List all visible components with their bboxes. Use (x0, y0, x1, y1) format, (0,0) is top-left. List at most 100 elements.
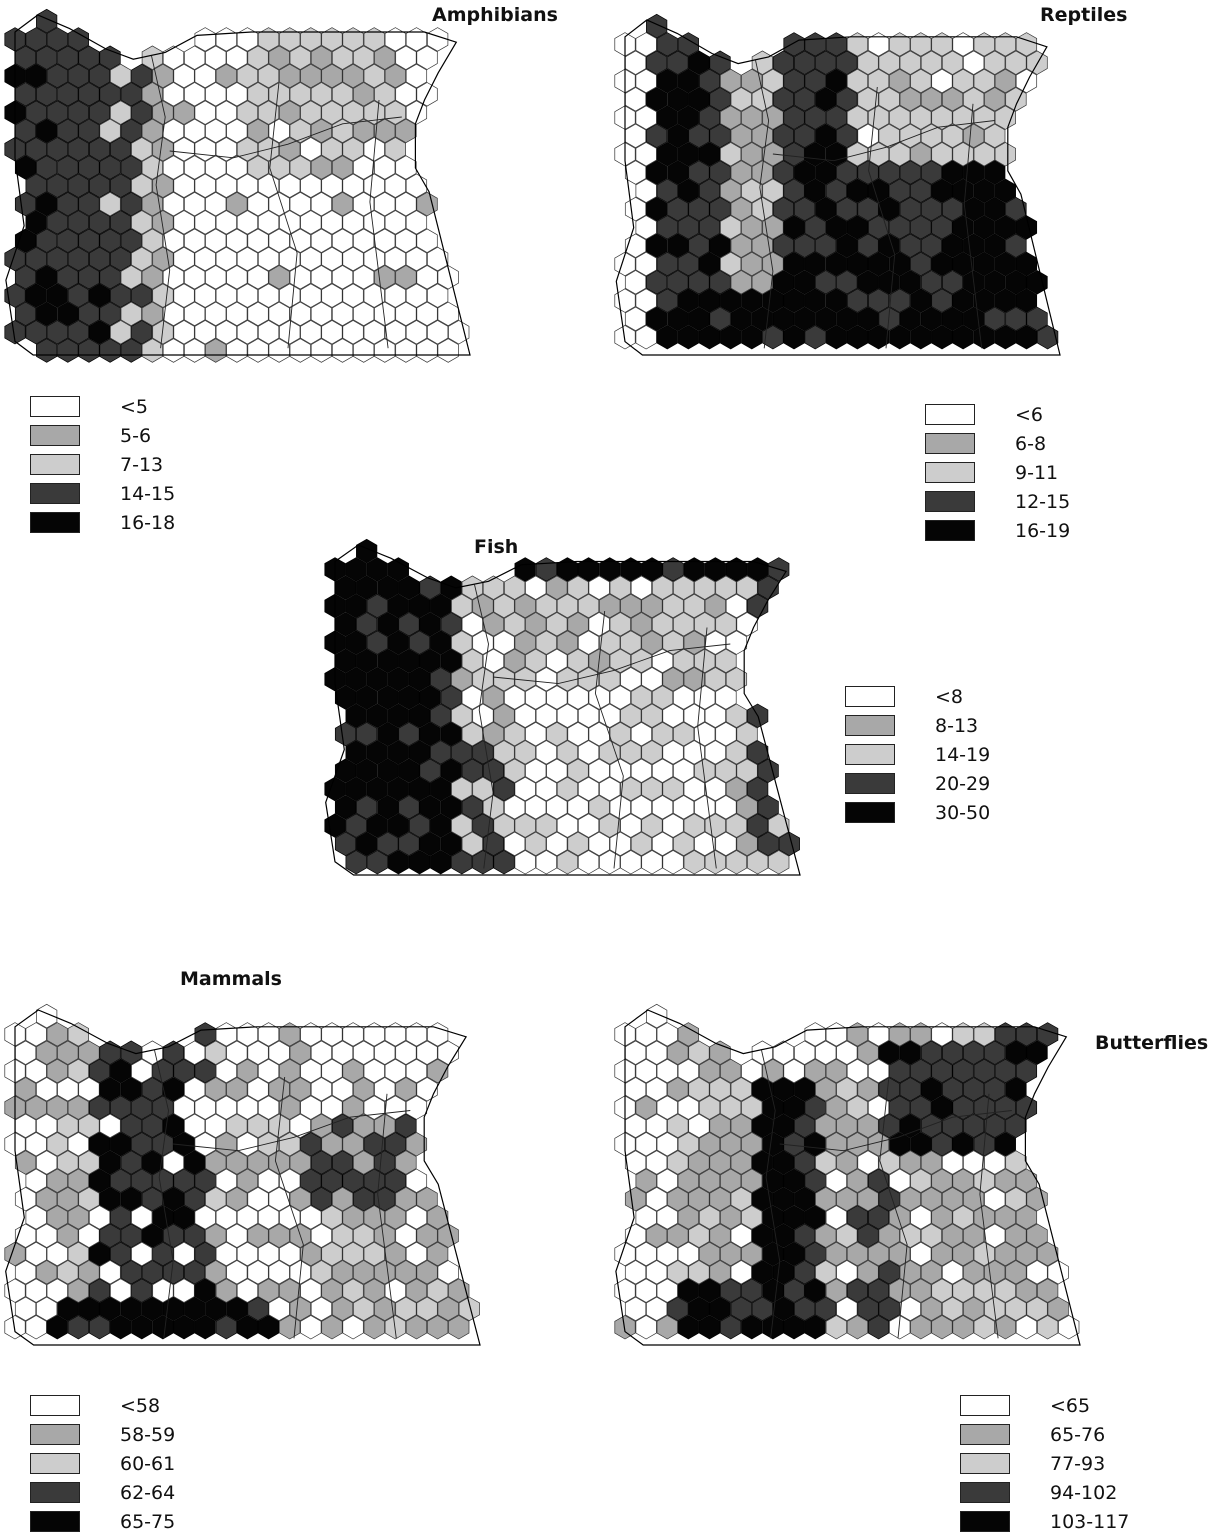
hex-cell (356, 612, 378, 637)
hex-cell (110, 1278, 132, 1303)
hex-cell (482, 648, 505, 674)
hex-cell (688, 233, 710, 258)
hex-cell (247, 301, 269, 327)
hex-cell (67, 1022, 89, 1047)
hex-cell (88, 1058, 111, 1084)
hex-cell (698, 215, 721, 240)
hex-cell (377, 758, 399, 783)
hex-cell (772, 160, 795, 185)
hex-cell (131, 1058, 153, 1084)
hex-cell (920, 1186, 942, 1212)
legend-label: <5 (120, 395, 149, 418)
hex-cell (677, 178, 699, 204)
hex-cell (184, 1150, 206, 1175)
hex-cell (25, 1168, 47, 1194)
hex-cell (236, 1058, 259, 1084)
hex-cell (405, 1168, 428, 1194)
hex-cell (846, 1278, 869, 1303)
hex-cell (408, 813, 431, 838)
hex-cell (836, 306, 858, 332)
hex-cell (236, 136, 259, 162)
hex-cell (910, 251, 932, 277)
hex-cell (857, 50, 879, 75)
hex-cell (741, 1241, 763, 1267)
hex-cell (804, 1131, 826, 1157)
hex-cell (384, 1205, 406, 1230)
hex-cell (99, 82, 121, 107)
hex-cell (268, 1150, 290, 1175)
hex-cell (514, 813, 536, 838)
hex-cell (152, 210, 174, 235)
hex-cell (762, 1241, 784, 1267)
hex-cell (815, 1296, 837, 1322)
hex-cell (920, 1223, 942, 1248)
amphibians-hex-map (4, 8, 471, 363)
hex-cell (920, 50, 942, 75)
hex-cell (46, 1058, 68, 1084)
hex-cell (762, 68, 784, 94)
hex-cell (783, 288, 805, 313)
hex-cell (437, 1260, 459, 1285)
hex-cell (694, 575, 716, 600)
hex-cell (419, 795, 441, 820)
hex-cell (931, 1095, 953, 1120)
legend-item: <58 (30, 1391, 175, 1420)
legend-swatch (960, 1395, 1010, 1416)
hex-cell (205, 301, 227, 327)
hex-cell (321, 1168, 343, 1194)
hex-cell (698, 251, 721, 277)
hex-cell (1005, 1186, 1027, 1212)
hex-cell (405, 1205, 428, 1230)
hex-cell (635, 288, 657, 313)
hex-cell (363, 1314, 385, 1340)
hex-cell (78, 338, 100, 363)
hex-cell (374, 1296, 396, 1322)
hex-cell (514, 593, 536, 619)
hex-cell (783, 1095, 805, 1120)
hex-cell (184, 82, 206, 107)
hex-cell (910, 178, 932, 204)
hex-cell (715, 685, 737, 710)
hex-cell (772, 270, 795, 295)
hex-cell (1005, 1150, 1027, 1175)
state-outline (615, 19, 1061, 356)
hex-cell (363, 210, 385, 235)
hex-cell (720, 178, 742, 204)
hex-cell (963, 50, 985, 75)
hex-cell (535, 740, 557, 765)
hex-cell (635, 1205, 657, 1230)
hex-cell (120, 155, 142, 180)
hex-cell (941, 1113, 964, 1139)
hex-cell (751, 1260, 773, 1285)
boundary-line (879, 1076, 908, 1339)
hex-cell (310, 82, 332, 107)
hex-cell (646, 1150, 668, 1175)
hex-cell (1015, 324, 1038, 350)
hex-cell (941, 1260, 964, 1285)
hex-cell (741, 141, 763, 167)
hex-cell (279, 173, 301, 199)
hex-cell (321, 136, 343, 162)
hex-cell (867, 1241, 890, 1267)
legend-item: 8-13 (845, 711, 990, 740)
hex-cell (846, 1022, 869, 1047)
hex-cell (836, 270, 858, 295)
hex-cell (730, 1186, 752, 1212)
legend-label: 20-29 (935, 772, 991, 795)
boundary-line (979, 1093, 999, 1339)
hex-cell (641, 593, 663, 619)
hex-cell (656, 1022, 678, 1047)
hex-cell (973, 1058, 995, 1084)
legend-label: 60-61 (120, 1452, 176, 1475)
hex-cell (405, 1241, 428, 1267)
hex-cell (641, 849, 663, 875)
hex-cell (730, 160, 752, 185)
hex-cell (772, 123, 795, 149)
hex-cell (1015, 1278, 1038, 1303)
hex-cell (815, 1186, 837, 1212)
hex-cell (1015, 288, 1038, 313)
hex-cell (377, 721, 399, 747)
hex-cell (268, 1186, 290, 1212)
boundary-line (493, 643, 731, 685)
hex-cell (430, 593, 452, 619)
